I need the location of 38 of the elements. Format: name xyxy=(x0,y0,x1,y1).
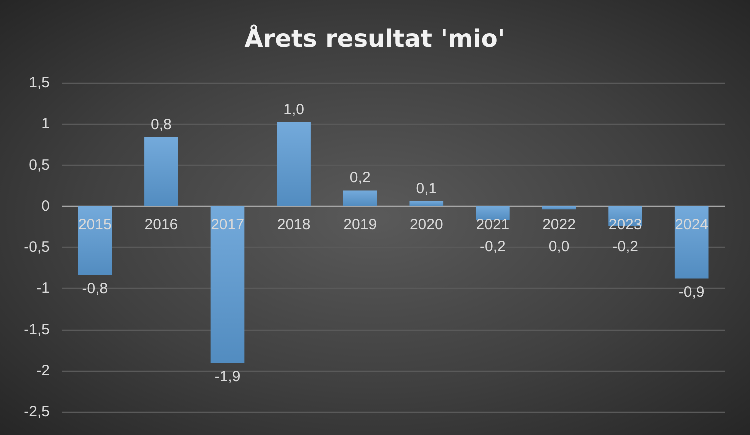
y-tick-label: 1,5 xyxy=(29,74,50,92)
bar xyxy=(674,206,709,279)
y-tick-label: 0,5 xyxy=(29,156,50,174)
y-tick-label: 1 xyxy=(42,116,50,133)
bar xyxy=(476,206,510,220)
data-label: 1,0 xyxy=(284,101,304,118)
data-label: 0,1 xyxy=(416,180,438,198)
bar xyxy=(343,190,378,206)
y-tick-label: -1,5 xyxy=(24,321,50,338)
bar xyxy=(542,206,576,210)
x-tick-label: 2018 xyxy=(277,216,311,234)
x-tick-label: 2019 xyxy=(344,216,378,234)
y-tick-label: -1 xyxy=(36,280,50,298)
x-tick-label: 2017 xyxy=(211,216,244,234)
data-label: -0,8 xyxy=(82,280,108,298)
data-label: 0,8 xyxy=(151,116,172,134)
bar xyxy=(210,206,245,364)
data-label: -0,9 xyxy=(678,284,705,301)
data-label: 0,2 xyxy=(350,170,371,187)
bar xyxy=(410,201,444,206)
data-label: -1,9 xyxy=(214,368,241,386)
bar xyxy=(144,137,178,206)
y-tick-label: -2,5 xyxy=(24,404,50,420)
x-tick-label: 2024 xyxy=(675,216,709,234)
x-tick-label: 2021 xyxy=(476,216,510,234)
x-tick-label: 2020 xyxy=(410,216,444,234)
data-label: -0,2 xyxy=(480,238,506,256)
x-tick-label: 2015 xyxy=(78,216,112,234)
y-tick-label: -2 xyxy=(36,362,50,380)
x-tick-label: 2022 xyxy=(542,216,576,234)
bar xyxy=(277,122,311,206)
y-tick-label: 0 xyxy=(42,198,50,215)
y-tick-label: -0,5 xyxy=(24,239,50,256)
bar xyxy=(78,206,112,276)
data-label: 0,0 xyxy=(548,238,570,256)
chart-title: Årets resultat 'mio' xyxy=(244,24,506,53)
data-label: -0,2 xyxy=(612,238,638,256)
x-tick-label: 2016 xyxy=(144,216,178,234)
